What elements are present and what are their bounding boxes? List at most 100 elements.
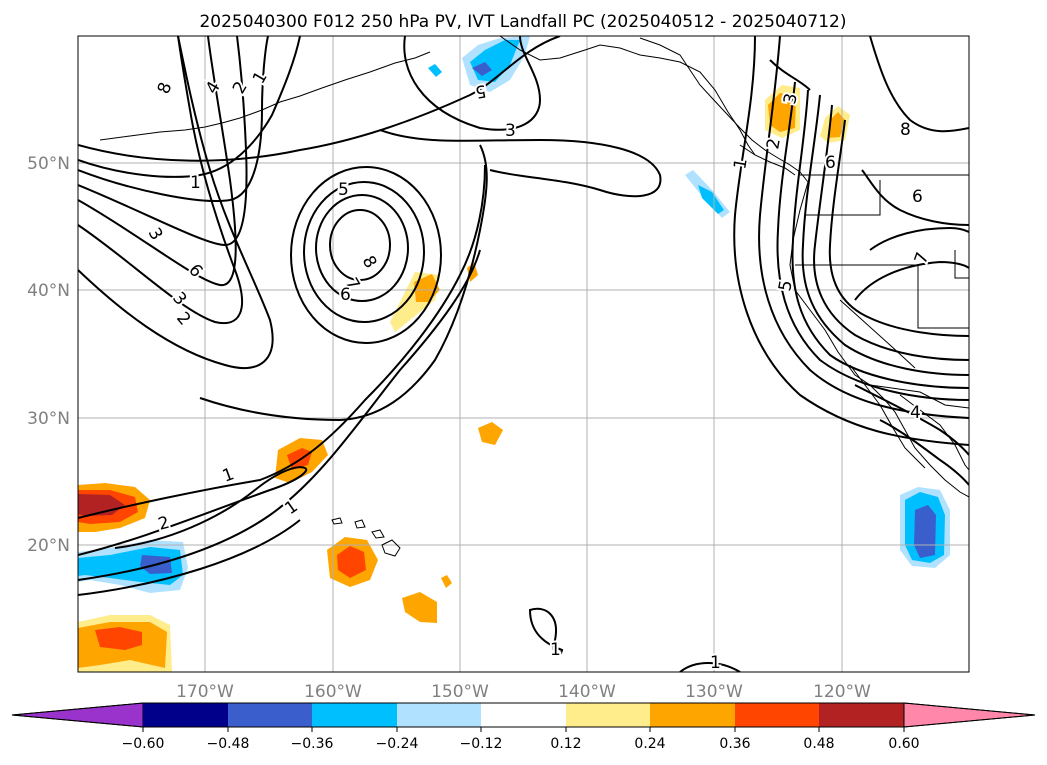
pv-contour: [679, 662, 741, 672]
pv-contour: [861, 169, 969, 226]
lon-label: 150°W: [431, 682, 489, 702]
border-state: [917, 265, 969, 329]
colorbar-extend-high: [903, 702, 1036, 728]
contour-label: 3: [505, 121, 516, 141]
coastline-us-west: [789, 181, 969, 498]
pv-contour: [854, 384, 969, 456]
pv-contour: [791, 89, 969, 389]
colorbar-segment: [566, 703, 650, 727]
pv-contour: [290, 166, 442, 344]
border-state: [805, 180, 881, 216]
gridlines: [78, 36, 969, 672]
colorbar-segment: [143, 703, 228, 727]
pv-contour: [78, 36, 561, 162]
colorbar-segment: [228, 703, 312, 727]
pv-contour: [828, 119, 969, 337]
colorbar-segment: [397, 703, 481, 727]
pv-contour: [78, 36, 274, 369]
pv-contour: [403, 36, 542, 131]
colorbar: [11, 702, 1036, 728]
pv-contour: [769, 59, 811, 91]
lat-label: 40°N: [27, 281, 70, 301]
colorbar-segment: [650, 703, 735, 727]
lat-label: 20°N: [27, 536, 70, 556]
pv-contour: [733, 36, 969, 446]
pv-contour: [78, 36, 244, 325]
shading-layer: [78, 36, 950, 672]
shade-patch: [472, 62, 492, 76]
contour-label: 8: [900, 120, 911, 140]
colorbar-tick-label: −0.24: [376, 736, 419, 752]
pv-contour: [315, 194, 409, 302]
pv-contour: [78, 519, 301, 596]
pv-contour: [78, 36, 301, 178]
pv-contour: [78, 36, 248, 247]
contour-label: 1: [550, 640, 561, 660]
coastline-aleutians: [99, 51, 431, 141]
pv-contour: [854, 260, 969, 301]
latitude-labels: 50°N 40°N 30°N 20°N: [27, 154, 70, 556]
shade-patch: [441, 575, 452, 588]
lon-label: 140°W: [558, 682, 616, 702]
shade-patch: [828, 112, 845, 138]
contour-label: 1: [710, 653, 721, 673]
shade-patch: [478, 422, 503, 445]
colorbar-segment: [735, 703, 819, 727]
contour-label: 6: [340, 285, 351, 305]
colorbar-tick-label: −0.48: [207, 736, 250, 752]
lat-label: 50°N: [27, 154, 70, 174]
coastline-hawaii: [331, 517, 343, 525]
colorbar-tick-label: 0.24: [634, 736, 665, 752]
coastline-hawaii: [371, 529, 385, 539]
pv-contour: [329, 209, 391, 281]
colorbar-extend-low: [11, 702, 144, 728]
pv-contour: [78, 249, 481, 581]
longitude-labels: 170°W 160°W 150°W 140°W 130°W 120°W: [176, 682, 871, 702]
border-state: [839, 299, 916, 369]
shade-patch: [402, 592, 437, 623]
pv-contour: [813, 104, 969, 361]
pv-contour: [776, 81, 969, 401]
shade-patch: [78, 494, 125, 516]
colorbar-tick-label: 0.48: [803, 736, 834, 752]
colorbar-segment: [312, 703, 397, 727]
coastlines: [99, 36, 969, 557]
lat-label: 30°N: [27, 409, 70, 429]
lon-label: 120°W: [813, 682, 871, 702]
pv-contour: [869, 36, 969, 133]
shade-patch: [337, 546, 366, 578]
colorbar-tick-label: −0.60: [122, 736, 165, 752]
map-frame: [77, 35, 970, 673]
pv-contour: [869, 226, 969, 251]
colorbar-tick-label: −0.36: [291, 736, 334, 752]
coastline-hawaii: [354, 519, 366, 529]
shade-patch: [914, 505, 936, 558]
contour-label: 5: [338, 180, 349, 200]
contour-label: 4: [910, 403, 921, 423]
pv-contour: [528, 607, 564, 657]
colorbar-segment: [819, 703, 904, 727]
shade-patch: [698, 185, 724, 214]
contour-label: 1: [190, 173, 201, 193]
colorbar-segment: [481, 703, 566, 727]
coastline-vancouver: [739, 144, 796, 176]
pv-contour: [199, 144, 488, 422]
coastline-bc-coast: [639, 37, 809, 183]
colorbar-tick-label: 0.36: [719, 736, 750, 752]
pv-contour: [801, 94, 969, 376]
lon-label: 160°W: [304, 682, 362, 702]
map-background: [78, 36, 969, 672]
shade-patch: [95, 627, 142, 650]
pv-contour: [78, 164, 486, 519]
coastline-hawaii: [381, 539, 401, 557]
pv-contour: [78, 36, 237, 287]
contour-label: 6: [912, 187, 923, 207]
colorbar-tick-label: 0.12: [550, 736, 581, 752]
pv-contour: [879, 419, 969, 486]
pv-contour: [303, 181, 425, 323]
lon-label: 170°W: [176, 682, 234, 702]
lon-label: 130°W: [685, 682, 743, 702]
pv-contour: [379, 129, 662, 198]
shade-patch: [428, 64, 442, 77]
